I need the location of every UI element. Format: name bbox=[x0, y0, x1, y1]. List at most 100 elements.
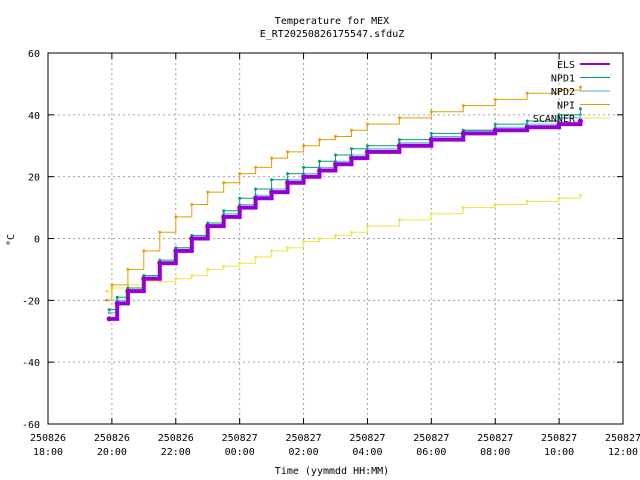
series-line-els bbox=[109, 121, 583, 321]
data-point-els bbox=[524, 124, 530, 130]
data-point-els bbox=[157, 260, 163, 266]
data-point-scanner bbox=[397, 218, 401, 222]
data-point-els bbox=[221, 214, 227, 220]
data-point-npd1 bbox=[107, 308, 111, 312]
data-point-els bbox=[577, 118, 583, 124]
data-point-els bbox=[492, 127, 498, 133]
data-point-els bbox=[106, 316, 112, 322]
x-tick-time-label: 22:00 bbox=[161, 447, 191, 458]
data-point-scanner bbox=[174, 277, 178, 281]
series-line-scanner bbox=[106, 195, 581, 292]
data-point-npi bbox=[350, 128, 353, 132]
data-point-scanner bbox=[334, 233, 337, 237]
data-point-npi bbox=[429, 110, 433, 114]
data-point-npd1 bbox=[397, 138, 401, 142]
data-point-npd2 bbox=[107, 311, 111, 315]
data-point-npd1 bbox=[270, 178, 274, 182]
data-point-npi bbox=[126, 267, 130, 271]
y-tick-label: -20 bbox=[22, 296, 40, 307]
data-point-els bbox=[349, 155, 354, 161]
x-tick-date-label: 250827 bbox=[349, 433, 385, 444]
series-line-npi bbox=[106, 87, 581, 301]
data-point-npi bbox=[174, 215, 178, 219]
data-point-scanner bbox=[557, 196, 561, 200]
data-point-npi bbox=[158, 230, 162, 234]
x-tick-date-label: 250827 bbox=[477, 433, 513, 444]
data-point-npd1 bbox=[525, 119, 529, 123]
data-point-scanner bbox=[222, 264, 226, 268]
y-tick-label: 40 bbox=[28, 111, 40, 122]
x-tick-time-label: 20:00 bbox=[97, 447, 127, 458]
plot-frame bbox=[47, 52, 624, 425]
data-point-els bbox=[253, 195, 259, 201]
x-tick-date-label: 250826 bbox=[158, 433, 194, 444]
x-tick-time-label: 04:00 bbox=[352, 447, 382, 458]
data-point-els bbox=[114, 300, 120, 306]
legend-label-els: ELS bbox=[557, 60, 575, 71]
data-point-npi bbox=[397, 116, 401, 120]
series-line-npd1 bbox=[109, 108, 581, 311]
data-point-npd1 bbox=[557, 113, 561, 117]
data-point-npi bbox=[222, 181, 226, 185]
data-point-npi bbox=[190, 203, 194, 206]
legend-label-scanner: SCANNER bbox=[533, 114, 576, 125]
data-point-els bbox=[396, 143, 402, 149]
y-tick-label: -40 bbox=[22, 358, 40, 369]
legend-label-npd2: NPD2 bbox=[551, 87, 575, 98]
data-point-npd1 bbox=[365, 144, 369, 148]
data-point-npd1 bbox=[254, 187, 258, 191]
x-tick-date-label: 250827 bbox=[222, 433, 258, 444]
data-point-els bbox=[269, 189, 275, 195]
data-point-scanner bbox=[238, 261, 242, 265]
chart-subtitle: E_RT20250826175547.sfduZ bbox=[260, 29, 405, 40]
data-point-els bbox=[364, 149, 370, 155]
data-point-scanner bbox=[525, 199, 529, 203]
data-point-npi bbox=[206, 190, 210, 194]
y-tick-label: 0 bbox=[34, 235, 40, 246]
data-point-npd1 bbox=[350, 147, 353, 151]
data-point-npi bbox=[105, 298, 109, 302]
data-point-els bbox=[556, 121, 562, 127]
y-tick-label: 60 bbox=[28, 49, 40, 60]
x-tick-time-label: 00:00 bbox=[225, 447, 255, 458]
x-tick-time-label: 10:00 bbox=[544, 447, 574, 458]
series-line-npd2 bbox=[109, 114, 581, 314]
x-tick-date-label: 250826 bbox=[30, 433, 66, 444]
data-point-scanner bbox=[350, 230, 353, 234]
data-point-npi bbox=[142, 249, 146, 253]
data-point-npi bbox=[461, 104, 465, 108]
data-point-els bbox=[428, 137, 434, 143]
data-point-npd1 bbox=[115, 295, 119, 299]
data-point-npi bbox=[270, 156, 274, 160]
data-point-els bbox=[141, 276, 147, 282]
data-point-els bbox=[125, 288, 131, 294]
data-point-els bbox=[237, 205, 243, 211]
data-point-scanner bbox=[493, 203, 497, 206]
x-axis-ticks: 250826 18:00 250826 20:00 250826 22:00 250827 0… bbox=[30, 53, 640, 458]
data-point-npd1 bbox=[286, 172, 290, 176]
y-axis-label: °C bbox=[6, 234, 17, 246]
data-point-els bbox=[173, 248, 179, 254]
data-point-scanner bbox=[254, 255, 258, 259]
data-point-els bbox=[333, 161, 338, 167]
data-point-scanner bbox=[365, 224, 369, 228]
data-point-scanner bbox=[461, 206, 465, 210]
data-point-npd1 bbox=[334, 153, 337, 157]
data-point-scanner bbox=[286, 246, 290, 250]
legend-label-npd1: NPD1 bbox=[551, 74, 575, 85]
data-point-npd1 bbox=[302, 165, 306, 169]
x-tick-date-label: 250826 bbox=[94, 433, 130, 444]
x-tick-date-label: 250827 bbox=[413, 433, 449, 444]
data-point-npi bbox=[286, 150, 290, 154]
x-tick-date-label: 250827 bbox=[541, 433, 577, 444]
data-point-els bbox=[317, 168, 322, 173]
x-axis-label: Time (yymmdd HH:MM) bbox=[275, 466, 389, 477]
data-point-npd1 bbox=[578, 107, 582, 111]
data-point-els bbox=[301, 174, 307, 180]
x-tick-date-label: 250827 bbox=[605, 433, 640, 444]
data-point-scanner bbox=[578, 193, 582, 197]
data-point-els bbox=[205, 223, 211, 229]
data-point-npd1 bbox=[222, 209, 226, 213]
data-point-npi bbox=[254, 165, 258, 169]
data-point-scanner bbox=[302, 240, 306, 244]
